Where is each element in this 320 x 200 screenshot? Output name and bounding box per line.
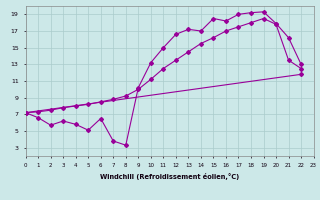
X-axis label: Windchill (Refroidissement éolien,°C): Windchill (Refroidissement éolien,°C) — [100, 174, 239, 181]
